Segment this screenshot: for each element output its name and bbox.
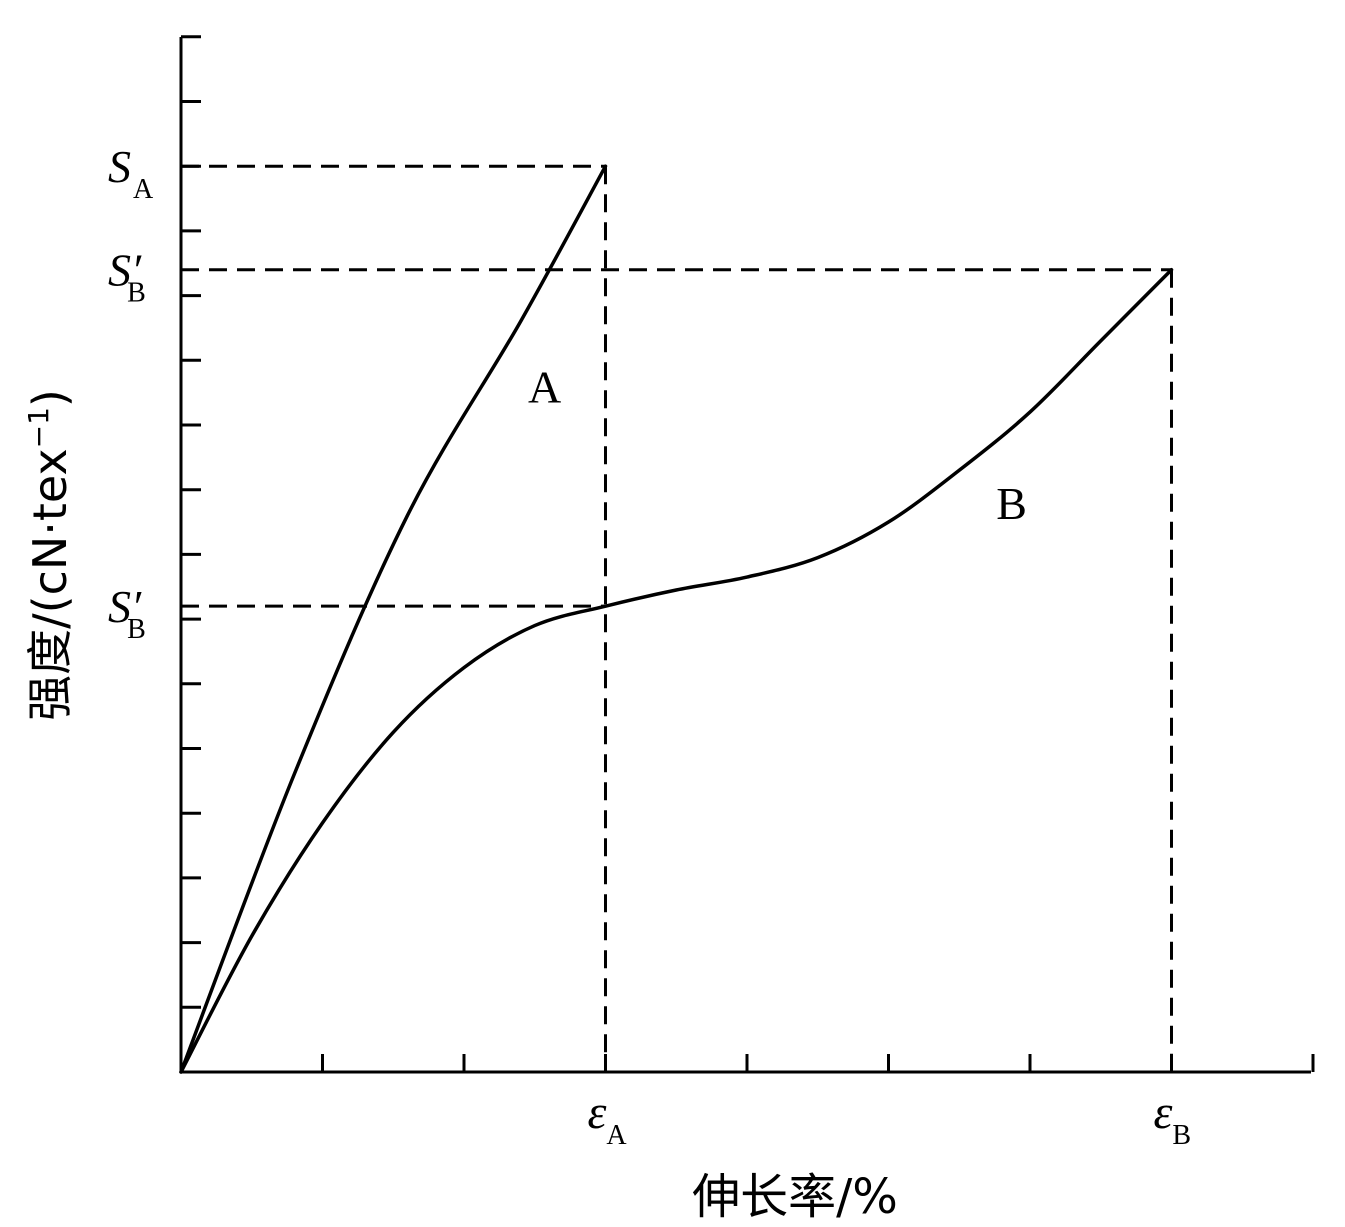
series-B-label: B	[996, 478, 1027, 529]
y-tick-label-1: S′B	[108, 245, 146, 309]
x-tick-label-0-subscript: A	[606, 1120, 627, 1151]
y-tick-label-2-subscript: B	[127, 614, 146, 645]
y-tick-label-0-subscript: A	[133, 174, 154, 205]
series-B-curve	[179, 267, 1174, 1074]
x-tick-label-0: εA	[588, 1086, 628, 1151]
y-axis-title-superscript: −1	[22, 407, 55, 448]
y-tick-label-0: SA	[108, 141, 154, 205]
x-tick-label-1: εB	[1154, 1086, 1192, 1151]
y-axis-title: 强度/(cN·tex−1)	[22, 389, 77, 721]
x-tick-label-1-symbol: ε	[1154, 1086, 1173, 1139]
y-tick-label-1-subscript: B	[127, 278, 146, 309]
y-tick-label-2: S′B	[108, 581, 146, 645]
x-tick-label-1-subscript: B	[1172, 1120, 1191, 1151]
series-A-label: A	[528, 361, 561, 412]
y-axis-title-main: 强度/(cN·tex	[23, 448, 77, 721]
x-tick-label-0-symbol: ε	[588, 1086, 607, 1139]
y-axis-title-close: )	[23, 389, 77, 407]
x-axis-title: 伸长率/%	[692, 1169, 898, 1225]
y-tick-label-1-symbol: S′	[108, 245, 142, 296]
y-tick-label-0-symbol: S	[108, 141, 131, 192]
series-A-curve	[179, 164, 608, 1074]
y-tick-label-2-symbol: S′	[108, 581, 142, 632]
